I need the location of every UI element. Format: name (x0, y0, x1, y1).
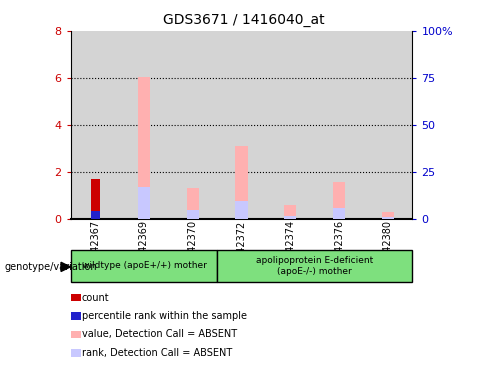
Bar (217, 31, 266, 219)
Bar (266, 31, 315, 219)
Bar (284, 216, 297, 219)
Text: wildtype (apoE+/+) mother: wildtype (apoE+/+) mother (81, 262, 206, 270)
Bar (284, 205, 297, 219)
Bar (235, 201, 247, 219)
Bar (333, 208, 345, 219)
Bar (71, 250, 217, 282)
Text: GDS3671 / 1416040_at: GDS3671 / 1416040_at (163, 13, 325, 27)
Bar (138, 187, 150, 219)
Bar (71, 31, 120, 219)
Bar (217, 250, 412, 282)
Bar (382, 212, 394, 219)
Text: count: count (82, 293, 109, 303)
Text: genotype/variation: genotype/variation (5, 262, 98, 272)
Bar (138, 76, 150, 219)
Bar (120, 31, 168, 219)
Bar (91, 179, 100, 219)
Text: value, Detection Call = ABSENT: value, Detection Call = ABSENT (82, 329, 237, 339)
Text: rank, Detection Call = ABSENT: rank, Detection Call = ABSENT (82, 348, 232, 358)
Polygon shape (61, 262, 70, 271)
Bar (364, 31, 412, 219)
Bar (186, 188, 199, 219)
Bar (186, 210, 199, 219)
Bar (315, 31, 364, 219)
Bar (382, 217, 394, 219)
Bar (91, 211, 100, 219)
Bar (235, 146, 247, 219)
Text: percentile rank within the sample: percentile rank within the sample (82, 311, 247, 321)
Text: apolipoprotein E-deficient
(apoE-/-) mother: apolipoprotein E-deficient (apoE-/-) mot… (256, 256, 373, 276)
Bar (168, 31, 217, 219)
Bar (333, 182, 345, 219)
